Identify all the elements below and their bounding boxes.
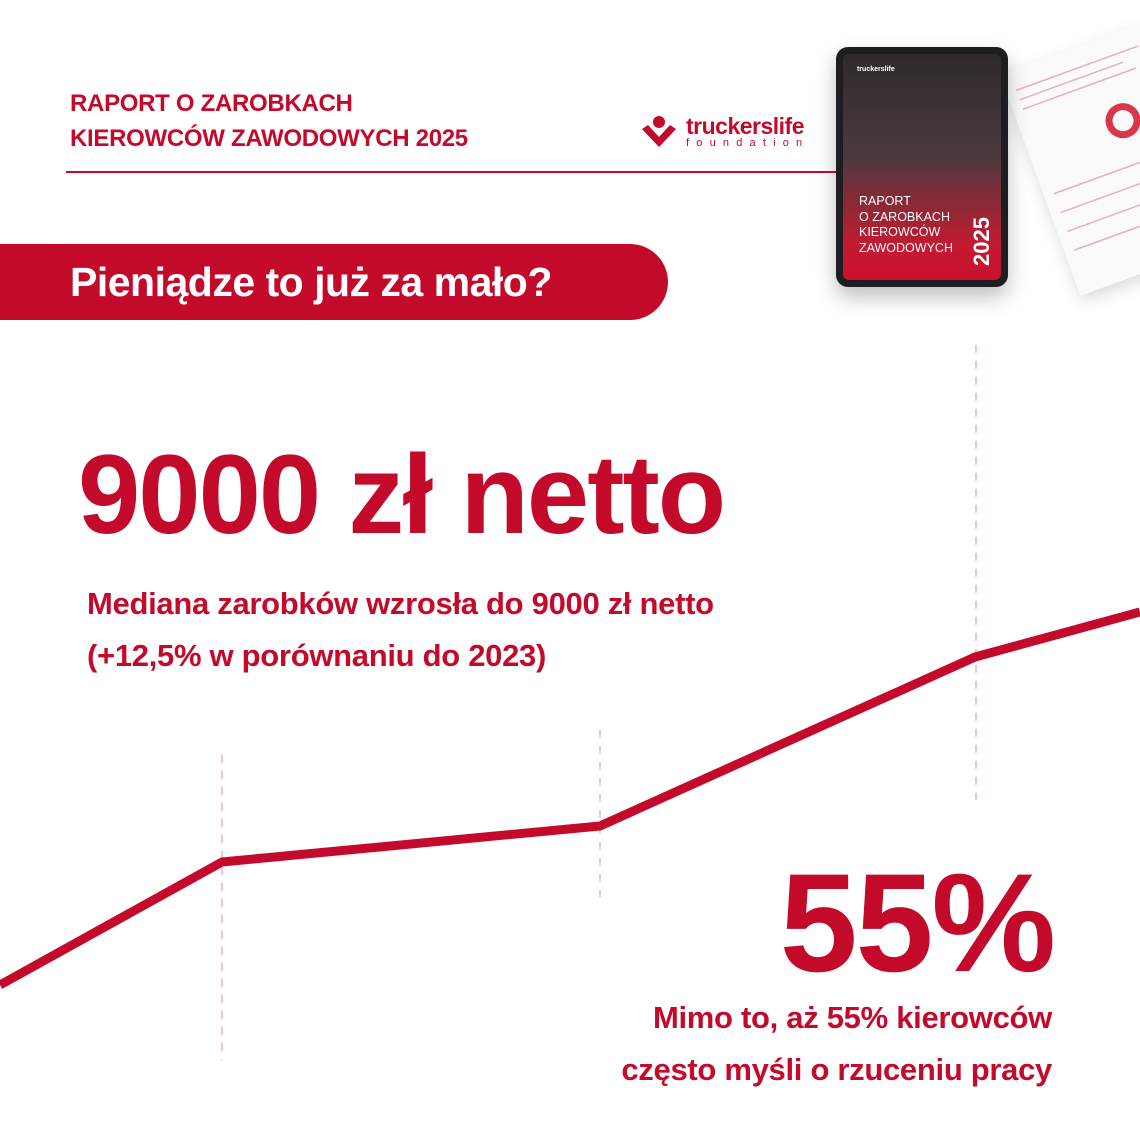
donut-chart-icon [1015, 45, 1140, 251]
logo: truckerslife foundation [640, 115, 809, 149]
stat-quit-value: 55% [779, 844, 1056, 1001]
heart-person-icon [642, 116, 676, 147]
trend-line [0, 607, 1140, 989]
desc-line: (+12,5% w porównaniu do 2023) [87, 638, 546, 673]
cover-brand: truckerslife [857, 66, 895, 73]
cover-title-line: O ZAROBKACH [859, 209, 950, 224]
title-line-1: RAPORT O ZAROBKACH [70, 90, 353, 117]
cover-title-line: RAPORT [859, 194, 911, 208]
cover-title-line: ZAWODOWYCH [859, 240, 953, 255]
logo-sub: foundation [686, 137, 810, 149]
divider [66, 171, 846, 173]
headline-banner: Pieniądze to już za mało? [0, 244, 668, 320]
logo-name: truckerslife [686, 113, 805, 139]
stat-salary-value: 9000 zł netto [78, 432, 726, 557]
desc-line: Mediana zarobków wzrosła do 9000 zł nett… [87, 586, 714, 621]
report-title: RAPORT O ZAROBKACH KIEROWCÓW ZAWODOWYCH … [70, 90, 468, 162]
report-tablet-image: truckerslife RAPORT O ZAROBKACH KIEROWCÓ… [836, 47, 1008, 287]
desc-line: często myśli o rzuceniu pracy [621, 1052, 1052, 1087]
stat-quit-description: Mimo to, aż 55% kierowców często myśli o… [621, 992, 1052, 1096]
stat-salary-description: Mediana zarobków wzrosła do 9000 zł nett… [87, 578, 714, 682]
report-page-image [1000, 23, 1140, 296]
cover-year: 2025 [969, 217, 994, 266]
desc-line: Mimo to, aż 55% kierowców [652, 1000, 1052, 1035]
cover-title-line: KIEROWCÓW [859, 225, 941, 239]
title-line-2: KIEROWCÓW ZAWODOWYCH 2025 [70, 125, 468, 152]
